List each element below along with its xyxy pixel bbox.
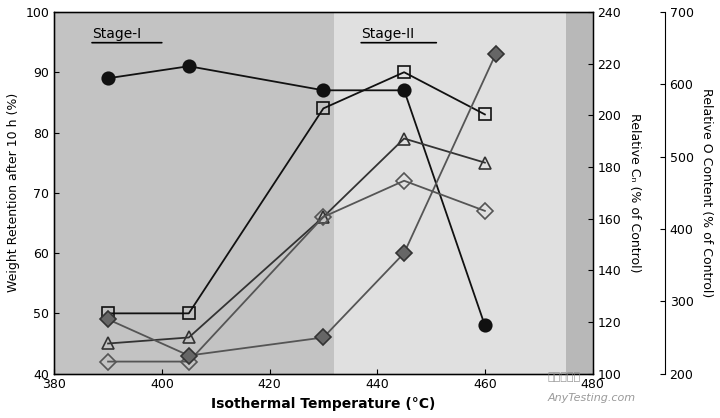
Text: Stage-I: Stage-I: [92, 27, 141, 41]
Text: 嘉峨检测网: 嘉峨检测网: [547, 372, 580, 382]
Y-axis label: Weight Retention after 10 h (%): Weight Retention after 10 h (%): [7, 93, 20, 293]
Y-axis label: Relative O Content (% of Control): Relative O Content (% of Control): [700, 88, 713, 298]
Y-axis label: Relative Cₙ (% of Control): Relative Cₙ (% of Control): [628, 113, 641, 273]
X-axis label: Isothermal Temperature (°C): Isothermal Temperature (°C): [211, 397, 436, 411]
Text: Stage-II: Stage-II: [361, 27, 414, 41]
Bar: [334, 12, 566, 374]
Bar: [54, 12, 334, 374]
Text: AnyTesting.com: AnyTesting.com: [547, 393, 635, 403]
